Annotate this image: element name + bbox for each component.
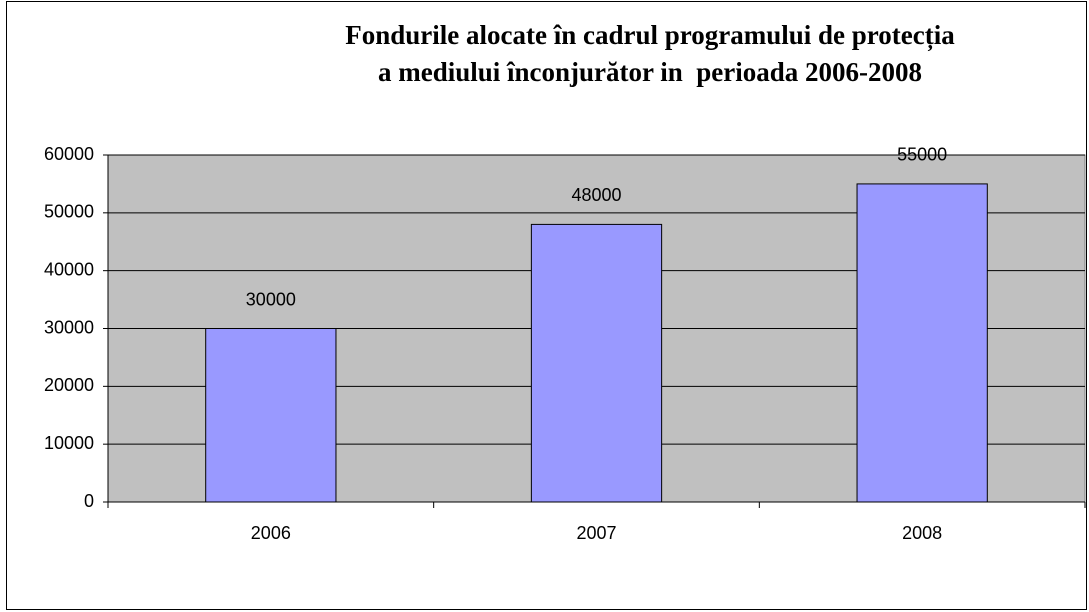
y-tick-label: 50000	[44, 202, 94, 222]
bar	[205, 328, 337, 503]
x-tick-label: 2007	[576, 523, 616, 543]
y-tick-label: 40000	[44, 259, 94, 279]
data-label: 48000	[571, 185, 621, 205]
y-tick-label: 20000	[44, 375, 94, 395]
x-tick-label: 2008	[902, 523, 942, 543]
data-label: 55000	[897, 145, 947, 165]
data-label: 30000	[246, 289, 296, 309]
y-tick-label: 30000	[44, 317, 94, 337]
x-tick-label: 2006	[251, 523, 291, 543]
chart-title: Fondurile alocate în cadrul programului …	[345, 20, 955, 51]
chart-title: a mediului înconjurător in perioada 2006…	[378, 57, 922, 87]
y-tick-label: 60000	[44, 144, 94, 164]
bar	[530, 223, 663, 503]
y-tick-label: 0	[84, 491, 94, 511]
y-tick-label: 10000	[44, 433, 94, 453]
bar	[856, 183, 988, 503]
